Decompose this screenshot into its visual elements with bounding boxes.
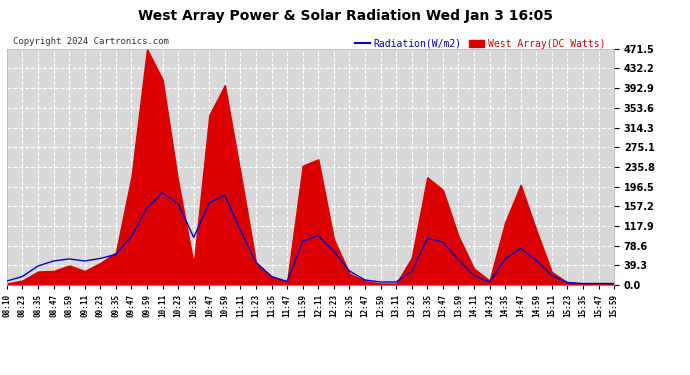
Text: Copyright 2024 Cartronics.com: Copyright 2024 Cartronics.com: [13, 38, 169, 46]
Legend: Radiation(W/m2), West Array(DC Watts): Radiation(W/m2), West Array(DC Watts): [351, 35, 609, 52]
Text: West Array Power & Solar Radiation Wed Jan 3 16:05: West Array Power & Solar Radiation Wed J…: [137, 9, 553, 23]
